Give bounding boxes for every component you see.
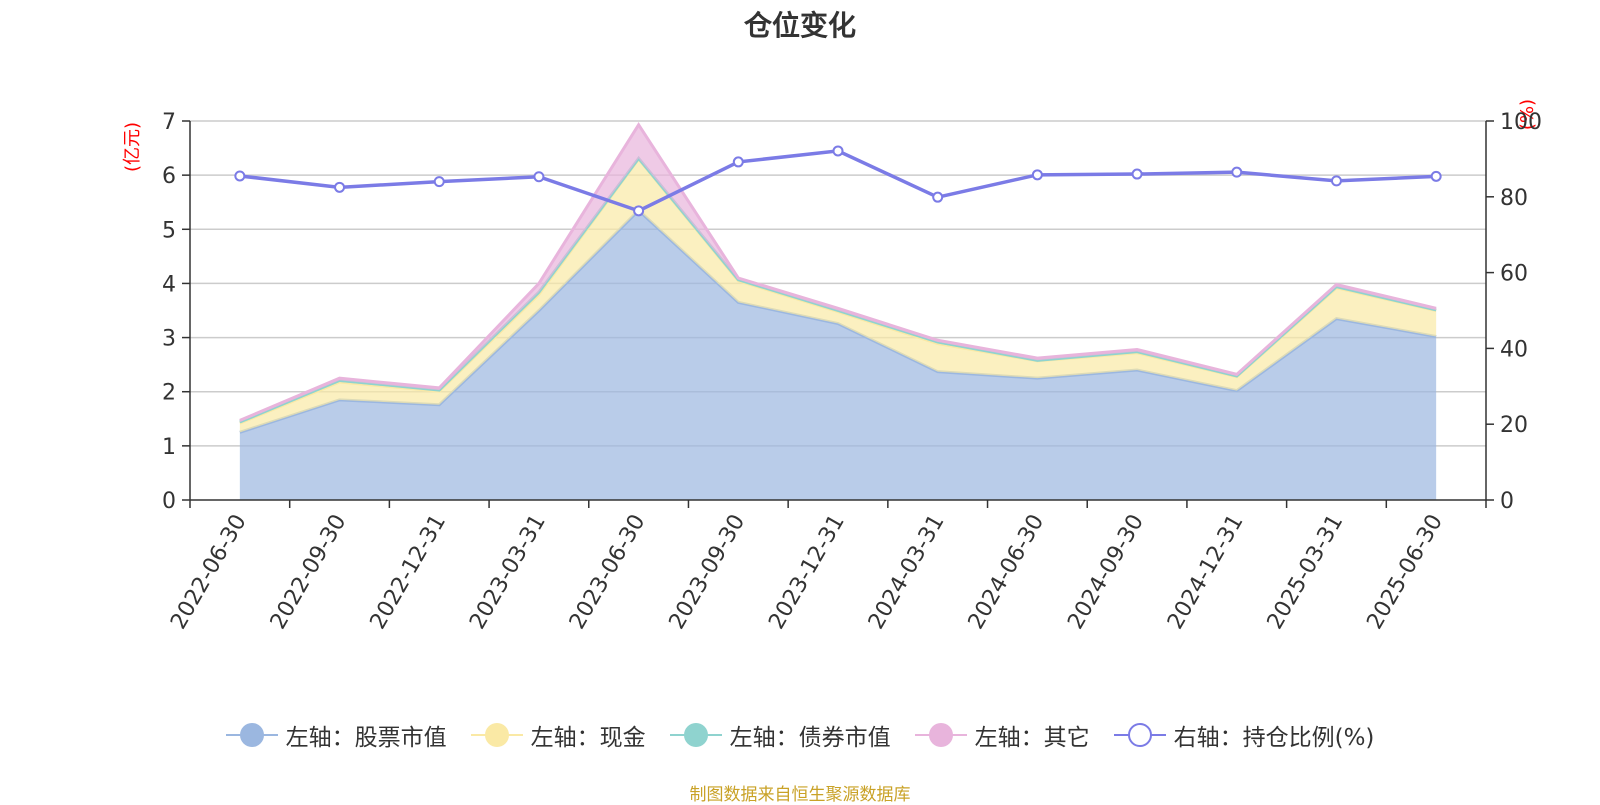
- left-tick-label: 0: [162, 489, 176, 514]
- left-tick-label: 1: [162, 435, 176, 460]
- holding-ratio-point: [1131, 168, 1143, 180]
- legend-label: 左轴：其它: [974, 725, 1090, 751]
- source-note: 制图数据来自恒生聚源数据库: [689, 785, 911, 805]
- x-tick-label: 2025-03-31: [1263, 510, 1349, 633]
- x-tick-label: 2022-06-30: [166, 510, 252, 633]
- holding-ratio-point: [334, 181, 346, 193]
- legend-swatch: [470, 721, 523, 749]
- x-tick-label: 2023-12-31: [764, 510, 850, 633]
- legend-label: 左轴：债券市值: [729, 725, 891, 751]
- holding-ratio-point: [732, 156, 744, 168]
- legend-label: 左轴：股票市值: [285, 725, 447, 751]
- right-tick-label: 80: [1500, 186, 1528, 211]
- chart-title: 仓位变化: [743, 9, 856, 42]
- holding-ratio-point: [1330, 175, 1342, 187]
- legend-label: 右轴：持仓比例(%): [1173, 725, 1375, 751]
- left-tick-label: 3: [162, 327, 176, 352]
- legend-swatch: [669, 721, 722, 749]
- right-tick-label: 100: [1500, 110, 1542, 135]
- holding-ratio-point: [932, 191, 944, 203]
- holding-ratio-line: [239, 149, 1437, 213]
- holding-ratio-point: [1430, 170, 1442, 182]
- chart-legend: 左轴：股票市值 左轴：现金 左轴：债券市值 左轴：其它 右轴：持仓比例(%): [0, 718, 1600, 752]
- left-tick-label: 5: [162, 218, 176, 243]
- x-tick-label: 2025-06-30: [1362, 510, 1448, 633]
- area-line-series-3: [239, 122, 1437, 422]
- legend-item[interactable]: 左轴：股票市值: [225, 718, 447, 752]
- area-series-0: [239, 210, 1437, 501]
- chart-plot: 0 1 2 3 4 5 6 7 0 20 40 60 80 100 2022-06-30 2022-09-30…: [162, 110, 1542, 634]
- x-tick-label: 2024-12-31: [1163, 510, 1249, 633]
- x-tick-label: 2024-09-30: [1063, 510, 1149, 633]
- left-tick-label: 4: [162, 272, 176, 297]
- legend-item[interactable]: 左轴：其它: [914, 718, 1090, 752]
- legend-swatch: [1113, 721, 1166, 749]
- legend-item[interactable]: 左轴：现金: [470, 718, 646, 752]
- right-tick-label: 60: [1500, 262, 1528, 287]
- holding-ratio-point: [533, 171, 545, 183]
- left-tick-label: 6: [162, 164, 176, 189]
- x-tick-label: 2023-06-30: [565, 510, 651, 633]
- legend-item[interactable]: 右轴：持仓比例(%): [1113, 718, 1375, 752]
- legend-item[interactable]: 左轴：债券市值: [669, 718, 891, 752]
- x-tick-label: 2023-09-30: [665, 510, 751, 633]
- holding-ratio-point: [1031, 169, 1043, 181]
- left-tick-label: 2: [162, 381, 176, 406]
- right-tick-label: 20: [1500, 413, 1528, 438]
- legend-swatch: [225, 721, 278, 749]
- right-tick-label: 40: [1500, 337, 1528, 362]
- holding-ratio-point: [832, 145, 844, 157]
- x-tick-label: 2023-03-31: [465, 510, 551, 633]
- holding-ratio-point: [633, 205, 645, 217]
- holding-ratio-point: [433, 176, 445, 188]
- x-tick-label: 2022-09-30: [266, 510, 352, 633]
- x-tick-label: 2022-12-31: [366, 510, 452, 633]
- area-series-1: [239, 158, 1437, 433]
- x-tick-label: 2024-06-30: [964, 510, 1050, 633]
- legend-label: 左轴：现金: [530, 725, 646, 751]
- legend-swatch: [914, 721, 967, 749]
- right-tick-label: 0: [1500, 489, 1514, 514]
- left-tick-label: 7: [162, 110, 176, 135]
- x-tick-label: 2024-03-31: [864, 510, 950, 633]
- holding-ratio-point: [234, 170, 246, 182]
- holding-ratio-point: [1231, 166, 1243, 178]
